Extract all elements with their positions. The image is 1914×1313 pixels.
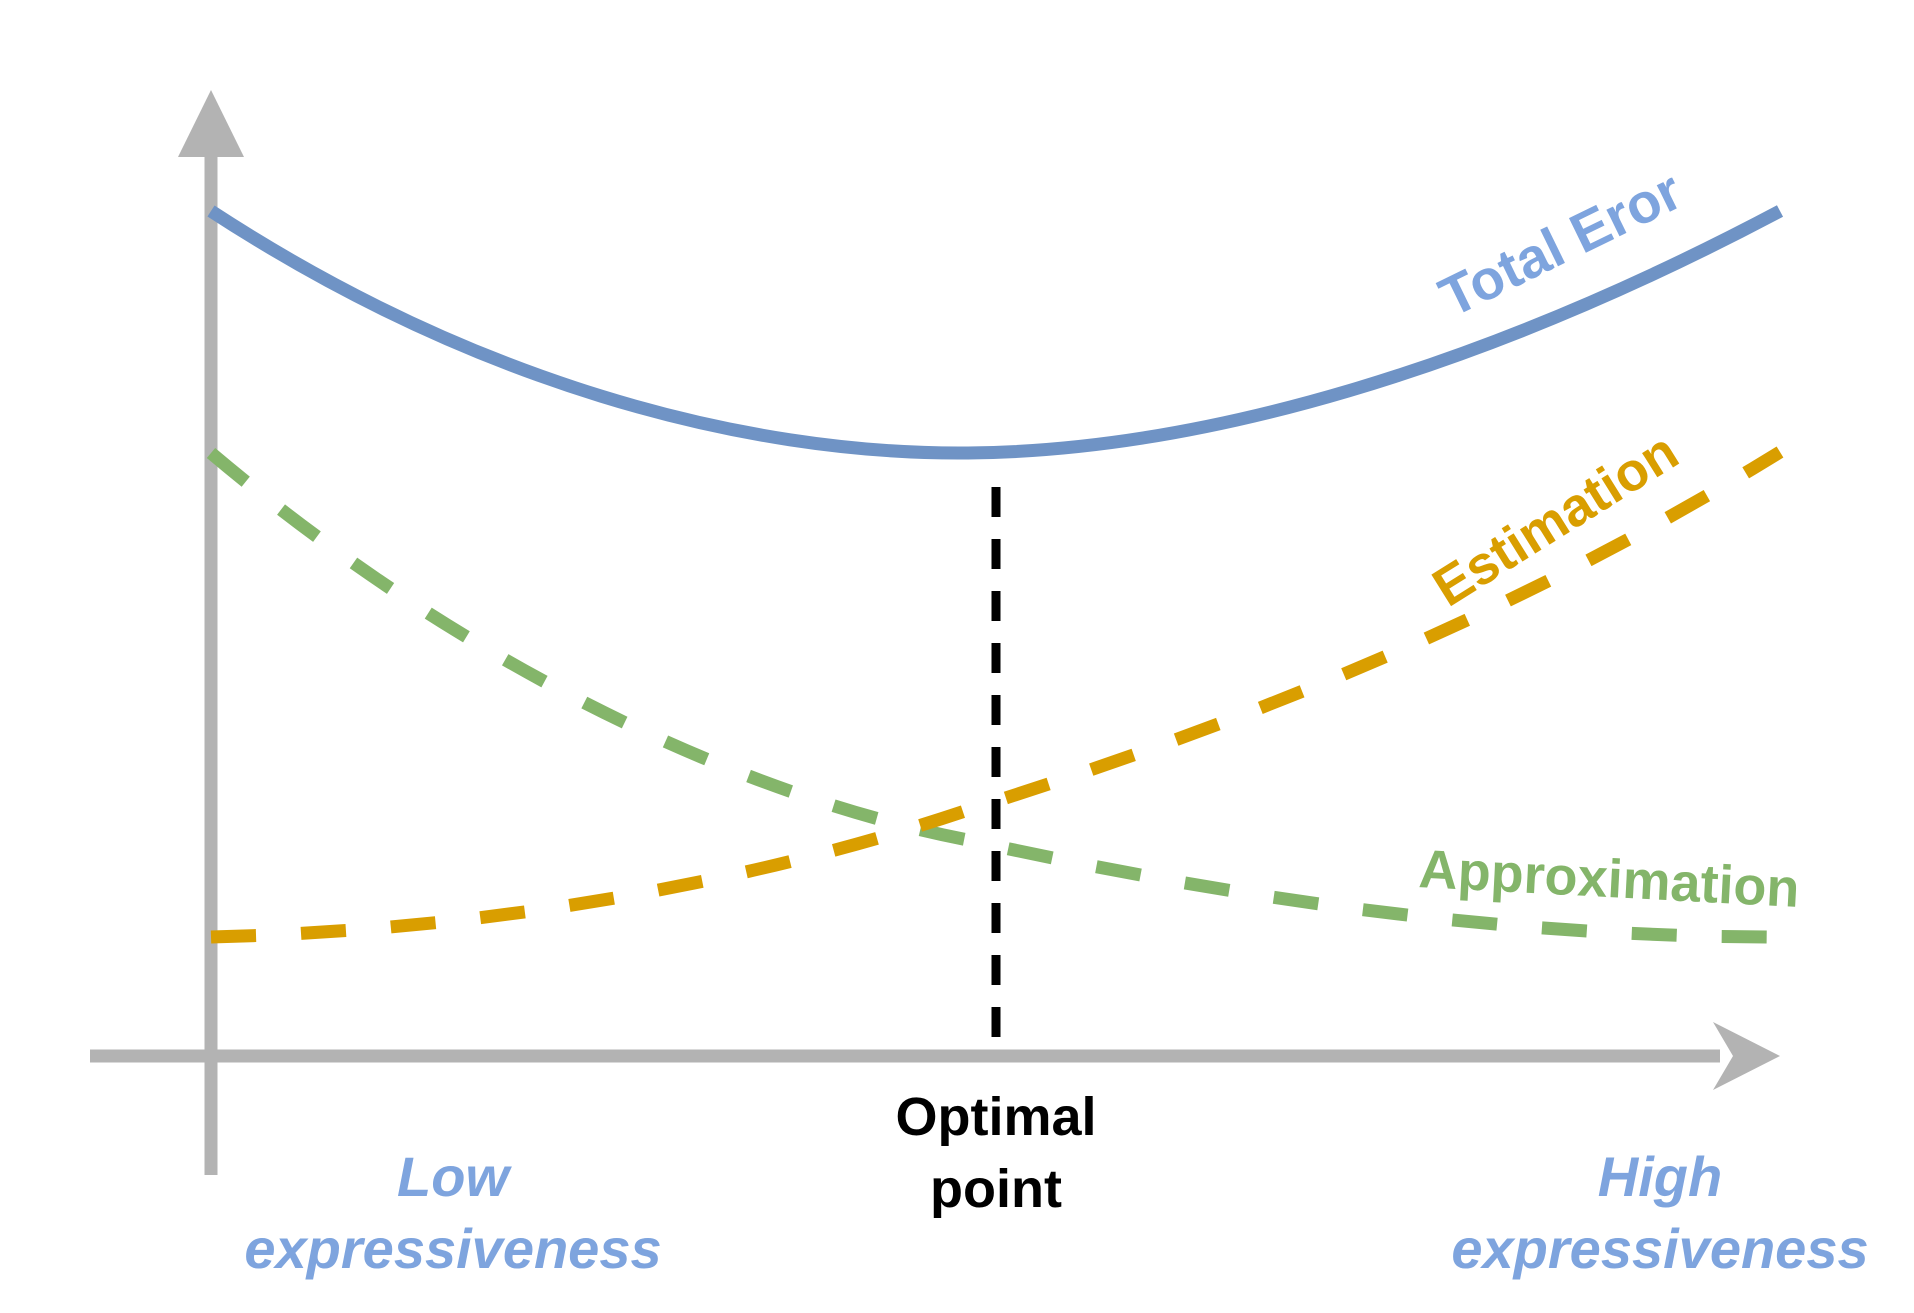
total-error-curve (207, 205, 1784, 460)
optimal-point-label: Optimal point (895, 1087, 1096, 1219)
estimation-label: Estimation (1423, 421, 1689, 618)
x-axis-arrowhead (1713, 1022, 1780, 1090)
low-expressiveness-label: Low expressiveness (244, 1145, 661, 1280)
y-axis-arrowhead (178, 90, 244, 157)
low-expressiveness-line1: Low (397, 1145, 512, 1208)
optimal-point-label-line1: Optimal (895, 1087, 1096, 1147)
axes (90, 90, 1780, 1175)
approximation-label: Approximation (1417, 839, 1801, 919)
estimation-curve (210, 446, 1784, 944)
high-expressiveness-line1: High (1598, 1145, 1722, 1208)
optimal-point-label-line2: point (930, 1159, 1062, 1219)
high-expressiveness-line2: expressiveness (1451, 1217, 1868, 1280)
high-expressiveness-label: High expressiveness (1451, 1145, 1868, 1280)
low-expressiveness-line2: expressiveness (244, 1217, 661, 1280)
total-error-label: Total Eror (1430, 158, 1692, 329)
